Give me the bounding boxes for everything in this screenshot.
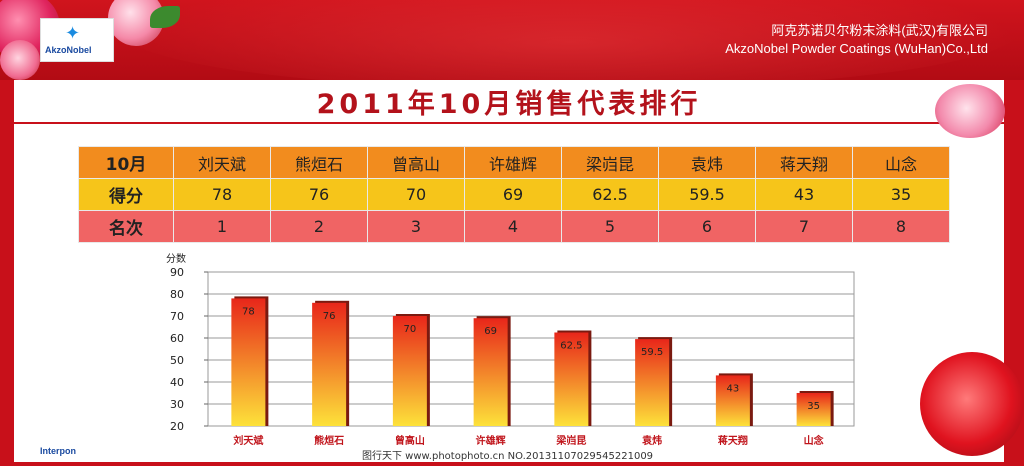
table-cell-name: 曾高山: [367, 146, 465, 179]
bar: [473, 318, 508, 426]
watermark-text: 图行天下 www.photophoto.cn NO.20131107029545…: [362, 451, 654, 462]
y-tick-label: 30: [170, 398, 184, 411]
table-cell-score: 76: [270, 178, 368, 211]
x-tick-label: 袁炜: [641, 434, 662, 447]
table-cell-rank: 3: [367, 210, 465, 243]
table-cell-rank: 8: [852, 210, 950, 243]
table-cell-rank: 6: [658, 210, 756, 243]
table-cell-score: 43: [755, 178, 853, 211]
table-cell-rank: 1: [173, 210, 271, 243]
data-label: 76: [323, 311, 336, 322]
table-cell-score: 70: [367, 178, 465, 211]
table-cell-rank: 7: [755, 210, 853, 243]
data-label: 69: [484, 326, 497, 337]
interpon-brand: Interpon: [40, 446, 76, 456]
table-cell-name: 许雄辉: [464, 146, 562, 179]
title-divider: [14, 122, 1004, 124]
bar: [635, 339, 670, 426]
x-tick-label: 山念: [804, 434, 824, 447]
page-title: 2011年10月销售代表排行: [316, 89, 702, 120]
y-tick-label: 90: [170, 266, 184, 279]
bar: [715, 375, 750, 426]
table-cell-name: 蒋天翔: [755, 146, 853, 179]
x-tick-label: 许雄辉: [476, 434, 506, 447]
bar: [554, 332, 589, 426]
bar: [796, 393, 831, 426]
data-label: 70: [404, 324, 417, 335]
x-tick-label: 刘天斌: [233, 434, 263, 447]
data-label: 43: [727, 383, 740, 394]
table-header-score: 得分: [78, 178, 174, 211]
company-name-cn: 阿克苏诺贝尔粉末涂料(武汉)有限公司: [771, 23, 988, 38]
y-tick-label: 60: [170, 332, 184, 345]
y-tick-label: 40: [170, 376, 184, 389]
y-tick-label: 50: [170, 354, 184, 367]
peony-decoration: [935, 84, 1005, 138]
bar: [312, 302, 347, 426]
data-label: 62.5: [560, 341, 582, 352]
y-axis-label: 分数: [166, 252, 186, 265]
peony-decoration: [0, 40, 40, 80]
watermark: 图行天下 www.photophoto.cn NO.20131107029545…: [358, 447, 658, 462]
brand-footer: Interpon: [40, 446, 76, 456]
table-cell-name: 山念: [852, 146, 950, 179]
table-cell-rank: 5: [561, 210, 659, 243]
x-tick-label: 曾高山: [395, 434, 425, 447]
company-name-en: AkzoNobel Powder Coatings (WuHan)Co.,Ltd: [725, 41, 988, 56]
table-row-scores: 得分 78 76 70 69 62.5 59.5 43 35: [78, 178, 950, 211]
table-cell-rank: 2: [270, 210, 368, 243]
logo-text: AkzoNobel: [45, 45, 92, 55]
peony-decoration: [920, 352, 1024, 456]
table-header-rank: 名次: [78, 210, 174, 243]
table-row-ranks: 名次 1 2 3 4 5 6 7 8: [78, 210, 950, 243]
akzonobel-logo: ✦ AkzoNobel: [40, 18, 114, 62]
table-cell-rank: 4: [464, 210, 562, 243]
sales-bar-chart: 20 30 40 50 60 70 80 90 分数 78 刘天斌 76 熊烜石 70 曾高山 69 许雄辉 62…: [164, 248, 874, 462]
table-cell-name: 熊烜石: [270, 146, 368, 179]
table-cell-name: 袁炜: [658, 146, 756, 179]
content-panel: 2011年10月销售代表排行 10月 刘天斌 熊烜石 曾高山 许雄辉 梁岿昆 袁…: [14, 80, 1004, 462]
data-label: 35: [807, 401, 820, 412]
leaf-decoration: [150, 6, 180, 28]
table-cell-name: 梁岿昆: [561, 146, 659, 179]
table-row-names: 10月 刘天斌 熊烜石 曾高山 许雄辉 梁岿昆 袁炜 蒋天翔 山念: [78, 146, 950, 179]
y-tick-label: 70: [170, 310, 184, 323]
y-tick-label: 80: [170, 288, 184, 301]
header-banner: ✦ AkzoNobel 阿克苏诺贝尔粉末涂料(武汉)有限公司 AkzoNobel…: [0, 0, 1024, 80]
x-tick-label: 熊烜石: [314, 434, 344, 447]
decorative-wave: [120, 0, 1020, 80]
plot-area: [207, 271, 855, 427]
table-cell-score: 59.5: [658, 178, 756, 211]
table-cell-score: 62.5: [561, 178, 659, 211]
table-cell-score: 35: [852, 178, 950, 211]
ranking-table: 10月 刘天斌 熊烜石 曾高山 许雄辉 梁岿昆 袁炜 蒋天翔 山念 得分 78 …: [78, 146, 950, 243]
data-label: 59.5: [641, 347, 663, 358]
company-name: 阿克苏诺贝尔粉末涂料(武汉)有限公司 AkzoNobel Powder Coat…: [725, 22, 988, 58]
bar: [392, 316, 427, 426]
table-cell-score: 78: [173, 178, 271, 211]
x-tick-label: 蒋天翔: [718, 434, 748, 447]
table-cell-name: 刘天斌: [173, 146, 271, 179]
x-tick-label: 梁岿昆: [555, 434, 586, 447]
data-label: 78: [242, 306, 255, 317]
table-header-month: 10月: [78, 146, 174, 179]
y-tick-label: 20: [170, 420, 184, 433]
logo-figure-icon: ✦: [65, 23, 81, 44]
table-cell-score: 69: [464, 178, 562, 211]
bar: [231, 298, 266, 426]
